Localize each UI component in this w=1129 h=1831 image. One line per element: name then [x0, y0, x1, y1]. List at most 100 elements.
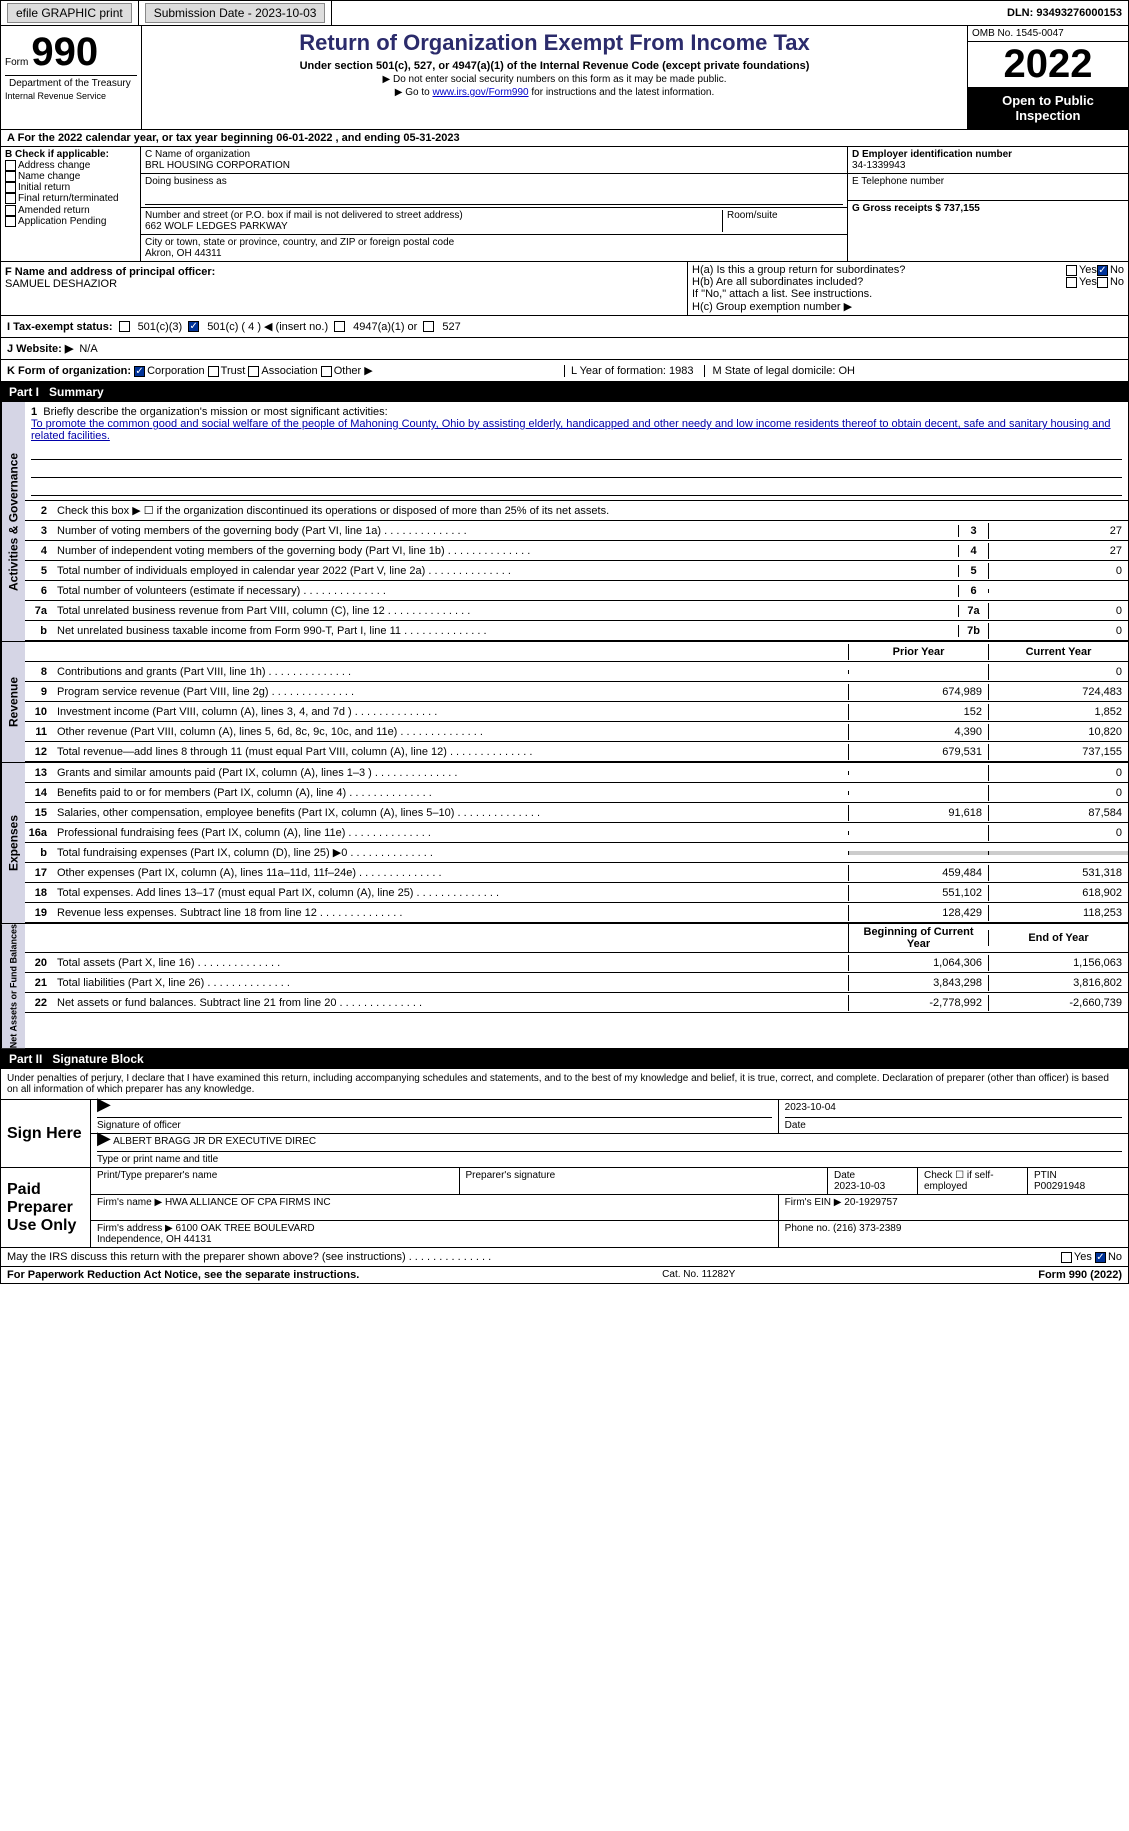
city-label: City or town, state or province, country…: [145, 237, 843, 248]
note-2: ▶ Go to www.irs.gov/Form990 for instruct…: [146, 87, 963, 98]
527-checkbox[interactable]: [423, 321, 434, 332]
part-1-label: Part I: [9, 385, 39, 399]
hb-no-checkbox[interactable]: [1097, 277, 1108, 288]
table-row: 16aProfessional fundraising fees (Part I…: [25, 823, 1128, 843]
website-row: J Website: ▶ N/A: [0, 338, 1129, 360]
vert-netassets: Net Assets or Fund Balances: [1, 924, 25, 1048]
corp-checkbox[interactable]: [134, 366, 145, 377]
current-year-header: Current Year: [988, 644, 1128, 660]
website-label: J Website: ▶: [7, 342, 73, 355]
trust-checkbox[interactable]: [208, 366, 219, 377]
box-b-label: B Check if applicable:: [5, 149, 136, 160]
opt-4: Amended return: [18, 205, 90, 216]
vert-revenue: Revenue: [1, 642, 25, 762]
4947-checkbox[interactable]: [334, 321, 345, 332]
vert-expenses: Expenses: [1, 763, 25, 923]
tax-status-label: I Tax-exempt status:: [7, 321, 113, 333]
name-title-label: Type or print name and title: [97, 1154, 1122, 1165]
end-year-header: End of Year: [988, 930, 1128, 946]
dept-label: Department of the Treasury: [5, 75, 137, 91]
other-checkbox[interactable]: [321, 366, 332, 377]
table-row: bNet unrelated business taxable income f…: [25, 621, 1128, 641]
activities-governance-section: Activities & Governance 1 Briefly descri…: [0, 402, 1129, 642]
hb-no: No: [1110, 276, 1124, 288]
irs-discuss-row: May the IRS discuss this return with the…: [0, 1248, 1129, 1267]
c3-label: 501(c)(3): [138, 321, 183, 333]
header-title-box: Return of Organization Exempt From Incom…: [141, 26, 968, 129]
table-row: 22Net assets or fund balances. Subtract …: [25, 993, 1128, 1013]
vert-activities: Activities & Governance: [1, 402, 25, 641]
line-a-text: For the 2022 calendar year, or tax year …: [18, 132, 460, 144]
line-a: A For the 2022 calendar year, or tax yea…: [0, 130, 1129, 147]
prior-year-header: Prior Year: [848, 644, 988, 660]
ein-label: D Employer identification number: [852, 149, 1124, 160]
table-row: 3Number of voting members of the governi…: [25, 521, 1128, 541]
discuss-yes-checkbox[interactable]: [1061, 1252, 1072, 1263]
501c3-checkbox[interactable]: [119, 321, 130, 332]
discuss-yes: Yes: [1074, 1251, 1092, 1263]
table-row: 17Other expenses (Part IX, column (A), l…: [25, 863, 1128, 883]
discuss-no-checkbox[interactable]: [1095, 1252, 1106, 1263]
table-row: 9Program service revenue (Part VIII, lin…: [25, 682, 1128, 702]
arrow-icon-2: ▶: [97, 1128, 111, 1148]
name-change-checkbox[interactable]: [5, 171, 16, 182]
box-d: D Employer identification number 34-1339…: [848, 147, 1128, 261]
amended-return-checkbox[interactable]: [5, 205, 16, 216]
dln-label: DLN: 93493276000153: [1001, 5, 1128, 21]
s527-label: 527: [442, 321, 460, 333]
phone-label: E Telephone number: [852, 176, 1124, 187]
part-1-header: Part I Summary: [0, 382, 1129, 402]
gross-receipts: G Gross receipts $ 737,155: [848, 201, 1128, 216]
submission-date-button[interactable]: Submission Date - 2023-10-03: [145, 3, 326, 23]
street-value: 662 WOLF LEDGES PARKWAY: [145, 221, 722, 232]
firm-name: HWA ALLIANCE OF CPA FIRMS INC: [165, 1197, 331, 1208]
mission-blank-1: [31, 446, 1122, 460]
ha-yes-checkbox[interactable]: [1066, 265, 1077, 276]
ptin-label: PTIN: [1034, 1170, 1122, 1181]
addr-change-checkbox[interactable]: [5, 160, 16, 171]
open-public-label: Open to Public Inspection: [968, 87, 1128, 129]
corp-label: Corporation: [147, 365, 204, 377]
prep-print-label: Print/Type preparer's name: [91, 1168, 460, 1194]
c-other-label: 501(c) ( 4 ) ◀ (insert no.): [207, 320, 328, 333]
ha-no-checkbox[interactable]: [1097, 265, 1108, 276]
table-row: 12Total revenue—add lines 8 through 11 (…: [25, 742, 1128, 762]
table-row: 20Total assets (Part X, line 16)1,064,30…: [25, 953, 1128, 973]
a1-label: 4947(a)(1) or: [353, 321, 417, 333]
firm-addr-label: Firm's address ▶: [97, 1223, 173, 1234]
efile-print-button[interactable]: efile GRAPHIC print: [7, 3, 132, 23]
part-2-header: Part II Signature Block: [0, 1049, 1129, 1069]
box-b: B Check if applicable: Address change Na…: [1, 147, 141, 261]
service-label: Internal Revenue Service: [5, 91, 137, 101]
city-value: Akron, OH 44311: [145, 248, 843, 259]
trust-label: Trust: [221, 365, 246, 377]
tax-status-row: I Tax-exempt status: 501(c)(3) 501(c) ( …: [0, 316, 1129, 338]
table-row: 7aTotal unrelated business revenue from …: [25, 601, 1128, 621]
hb-yes-checkbox[interactable]: [1066, 277, 1077, 288]
footer-mid: Cat. No. 11282Y: [662, 1269, 735, 1281]
form-title: Return of Organization Exempt From Incom…: [146, 30, 963, 56]
sig-officer-label: Signature of officer: [97, 1120, 772, 1131]
irs-link[interactable]: www.irs.gov/Form990: [432, 87, 528, 98]
mission-blank-2: [31, 464, 1122, 478]
officer-name-title: ALBERT BRAGG JR DR EXECUTIVE DIREC: [113, 1136, 316, 1147]
note-2-post: for instructions and the latest informat…: [529, 87, 715, 98]
sign-date-label: Date: [785, 1120, 1122, 1131]
final-return-checkbox[interactable]: [5, 193, 16, 204]
declaration-text: Under penalties of perjury, I declare th…: [0, 1069, 1129, 1100]
ha-no: No: [1110, 264, 1124, 276]
table-row: 15Salaries, other compensation, employee…: [25, 803, 1128, 823]
part-2-title: Signature Block: [52, 1052, 143, 1066]
dba-label: Doing business as: [145, 176, 843, 187]
application-pending-checkbox[interactable]: [5, 216, 16, 227]
501c-checkbox[interactable]: [188, 321, 199, 332]
initial-return-checkbox[interactable]: [5, 182, 16, 193]
assoc-checkbox[interactable]: [248, 366, 259, 377]
form-org-label: K Form of organization:: [7, 365, 131, 377]
mission-text: To promote the common good and social we…: [31, 418, 1122, 442]
part-2-label: Part II: [9, 1052, 42, 1066]
note-2-pre: ▶ Go to: [395, 87, 433, 98]
form-label: Form: [5, 57, 28, 68]
paid-preparer-block: Paid Preparer Use Only Print/Type prepar…: [0, 1168, 1129, 1248]
hb-yes: Yes: [1079, 276, 1097, 288]
